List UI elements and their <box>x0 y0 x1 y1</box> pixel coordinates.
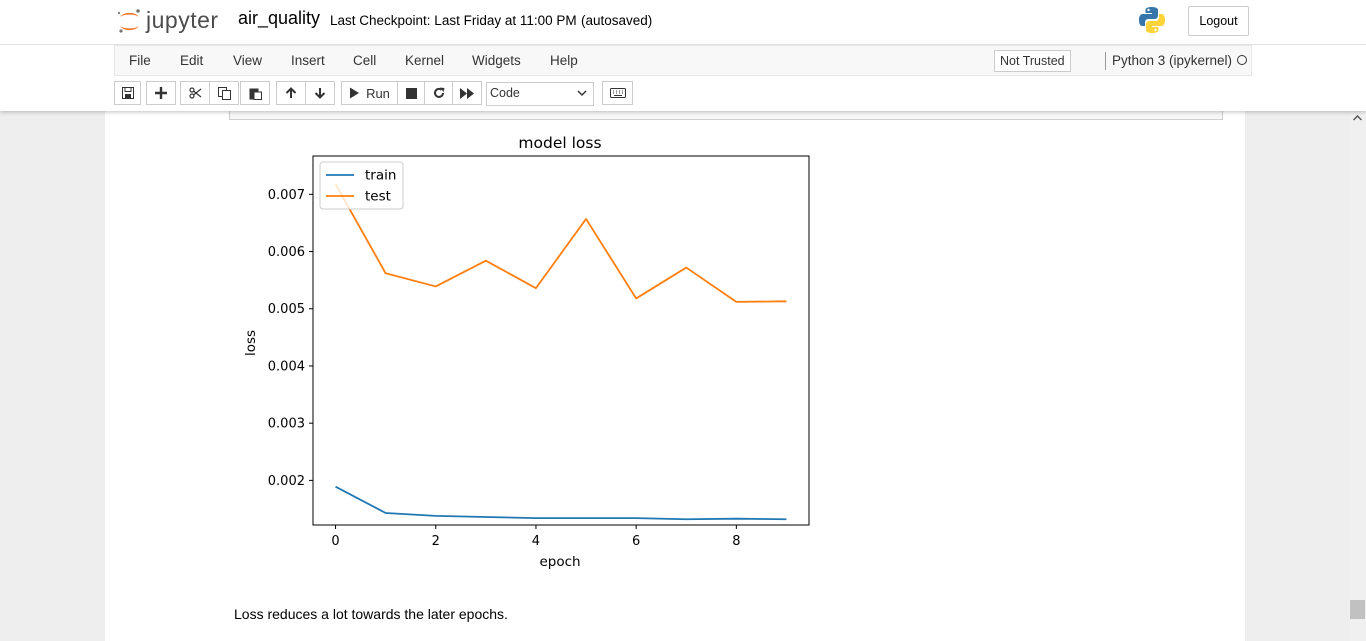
scroll-thumb[interactable] <box>1350 600 1365 619</box>
paste-button[interactable] <box>240 81 270 105</box>
autosave-status: (autosaved) <box>581 13 653 28</box>
x-tick-label: 2 <box>432 534 440 549</box>
copy-icon <box>217 86 231 100</box>
python-logo-icon <box>1139 7 1165 33</box>
x-axis-label: epoch <box>539 554 580 570</box>
toolbar: Run Code <box>0 81 1366 107</box>
cell-type-select[interactable]: Code <box>486 82 594 106</box>
trust-status-button[interactable]: Not Trusted <box>994 50 1071 72</box>
top-bar: jupyter air_quality Last Checkpoint: Las… <box>0 0 1366 44</box>
save-icon <box>121 87 134 99</box>
insert-cell-button[interactable] <box>146 81 176 105</box>
command-palette-button[interactable] <box>602 81 633 105</box>
paste-icon <box>249 88 262 100</box>
run-label: Run <box>366 85 390 101</box>
y-tick-label: 0.006 <box>268 245 305 260</box>
jupyter-logo-text: jupyter <box>146 7 219 33</box>
menu-cell[interactable]: Cell <box>353 53 377 68</box>
markdown-cell-text: Loss reduces a lot towards the later epo… <box>234 606 508 622</box>
legend-label-test: test <box>365 189 391 205</box>
checkpoint-status: Last Checkpoint: Last Friday at 11:00 PM <box>330 13 577 28</box>
plot-area: 0 2 4 6 8 0.002 0.003 0.004 0.005 0.006 0.007 train… <box>268 161 787 549</box>
x-tick-label: 4 <box>532 534 540 549</box>
restart-icon <box>433 87 444 98</box>
copy-button[interactable] <box>209 81 239 105</box>
logout-button[interactable]: Logout <box>1188 6 1249 36</box>
menu-widgets[interactable]: Widgets <box>472 53 521 68</box>
x-tick-label: 8 <box>732 534 740 549</box>
restart-kernel-button[interactable] <box>424 81 453 105</box>
x-tick-label: 6 <box>632 534 640 549</box>
y-axis-label: loss <box>243 330 259 356</box>
run-icon <box>350 87 360 99</box>
jupyter-logo[interactable]: jupyter <box>116 6 218 36</box>
keyboard-icon <box>609 88 626 98</box>
loss-chart: model loss loss epoch 0 2 4 6 8 0.002 0.003 0.0… <box>243 134 810 570</box>
notebook-header: jupyter air_quality Last Checkpoint: Las… <box>0 0 1366 111</box>
menu-file[interactable]: File <box>129 53 151 68</box>
cell-type-value: Code <box>490 86 520 100</box>
y-tick-label: 0.004 <box>268 359 305 374</box>
run-button[interactable]: Run <box>341 81 398 105</box>
series-line-test <box>334 183 787 303</box>
arrow-down-icon <box>314 88 326 99</box>
cut-button[interactable] <box>180 81 210 105</box>
restart-run-all-button[interactable] <box>452 81 482 105</box>
x-tick-label: 0 <box>331 534 339 549</box>
y-tick-label: 0.002 <box>268 474 305 489</box>
chevron-down-icon <box>577 90 587 97</box>
plot-frame <box>312 155 810 526</box>
kernel-divider <box>1105 52 1106 70</box>
jupyter-logo-icon <box>117 9 140 33</box>
arrow-up-icon <box>285 87 297 98</box>
menu-kernel[interactable]: Kernel <box>405 53 445 68</box>
y-tick-label: 0.003 <box>268 417 305 432</box>
menu-edit[interactable]: Edit <box>180 53 204 68</box>
notebook-name[interactable]: air_quality <box>238 8 321 28</box>
menu-view[interactable]: View <box>233 53 263 68</box>
move-down-button[interactable] <box>305 81 335 105</box>
scroll-up-arrow-icon[interactable] <box>1353 114 1362 121</box>
header-divider <box>0 44 1366 45</box>
kernel-idle-indicator-icon <box>1237 55 1247 65</box>
legend-box <box>319 161 404 210</box>
menu-insert[interactable]: Insert <box>291 53 325 68</box>
plus-icon <box>155 87 167 99</box>
menu-bar: File Edit View Insert Cell Kernel Widget… <box>114 45 1252 76</box>
notebook-container: model loss loss epoch 0 2 4 6 8 0.002 0.003 0.0… <box>105 107 1245 641</box>
cut-icon <box>188 87 201 99</box>
fast-forward-icon <box>460 87 474 99</box>
move-up-button[interactable] <box>276 81 306 105</box>
save-button[interactable] <box>114 81 141 105</box>
page-scrollbar[interactable] <box>1349 111 1366 641</box>
menu-help[interactable]: Help <box>550 53 578 68</box>
y-tick-label: 0.005 <box>268 302 305 317</box>
interrupt-button[interactable] <box>397 81 425 105</box>
y-tick-label: 0.007 <box>268 188 305 203</box>
stop-icon <box>405 87 417 99</box>
kernel-name[interactable]: Python 3 (ipykernel) <box>1112 53 1233 68</box>
legend-label-train: train <box>365 168 396 184</box>
series-line-train <box>335 485 787 521</box>
chart-title: model loss <box>518 134 601 152</box>
